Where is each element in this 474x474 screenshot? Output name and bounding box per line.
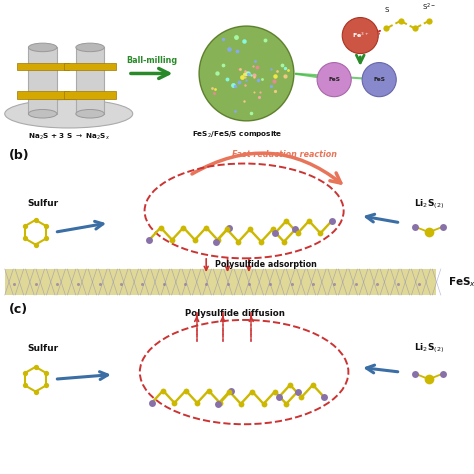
Ellipse shape <box>76 43 104 52</box>
Bar <box>17 91 69 99</box>
Text: Fast reduction reaction: Fast reduction reaction <box>232 150 337 159</box>
Text: Polysulfide diffusion: Polysulfide diffusion <box>185 309 284 318</box>
Circle shape <box>342 18 378 54</box>
Bar <box>5 269 436 295</box>
Text: Sulfur: Sulfur <box>27 200 58 208</box>
Bar <box>76 47 104 114</box>
Text: FeS$_x$: FeS$_x$ <box>448 275 474 289</box>
Text: Na$_2$S + 3 S $\rightarrow$ Na$_2$S$_x$: Na$_2$S + 3 S $\rightarrow$ Na$_2$S$_x$ <box>27 132 110 142</box>
Circle shape <box>362 63 396 97</box>
Circle shape <box>199 26 294 121</box>
Circle shape <box>317 63 351 97</box>
Text: Fe$^{3+}$: Fe$^{3+}$ <box>352 31 369 40</box>
Text: Polysulfide adsorption: Polysulfide adsorption <box>215 260 316 269</box>
Ellipse shape <box>5 100 133 128</box>
Text: S$^{2-}$: S$^{2-}$ <box>422 2 436 13</box>
Text: FeS: FeS <box>328 77 340 82</box>
Text: Li$_2$S$_{(2)}$: Li$_2$S$_{(2)}$ <box>414 341 444 356</box>
Ellipse shape <box>76 109 104 118</box>
Text: FeS$_2$/FeS/S composite: FeS$_2$/FeS/S composite <box>192 129 282 140</box>
Text: Li$_2$S$_{(2)}$: Li$_2$S$_{(2)}$ <box>414 197 444 211</box>
Text: Ball-milling: Ball-milling <box>126 56 177 65</box>
Bar <box>28 47 57 114</box>
Text: (c): (c) <box>9 303 27 316</box>
Ellipse shape <box>28 109 57 118</box>
Bar <box>64 63 116 70</box>
Ellipse shape <box>28 43 57 52</box>
Bar <box>64 91 116 99</box>
Text: (b): (b) <box>9 149 29 162</box>
Text: S: S <box>384 7 389 13</box>
Bar <box>17 63 69 70</box>
Text: FeS: FeS <box>373 77 385 82</box>
Text: Sulfur: Sulfur <box>27 344 58 353</box>
